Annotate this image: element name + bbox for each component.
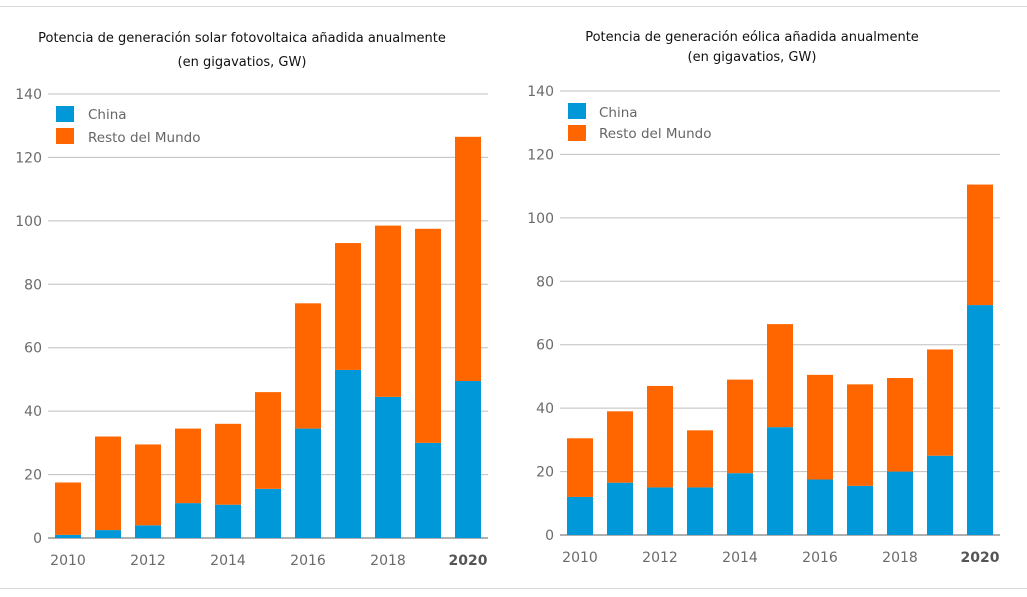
y-tick-label: 20 — [536, 465, 554, 481]
bar-rest-2015 — [767, 324, 793, 428]
x-tick-label: 2012 — [642, 550, 678, 566]
legend-label-rest: Resto del Mundo — [88, 130, 200, 146]
x-tick-label: 2016 — [802, 550, 838, 566]
x-tick-label: 2018 — [882, 550, 918, 566]
y-tick-label: 0 — [33, 531, 42, 547]
bar-rest-2012 — [135, 444, 161, 526]
bar-rest-2011 — [95, 436, 121, 531]
chart-subtitle: (en gigavatios, GW) — [178, 55, 307, 70]
y-tick-label: 40 — [536, 401, 554, 417]
x-axis-ticks: 2010 2012 2014 2016 2018 2020 — [50, 553, 488, 569]
bar-china-2012 — [647, 487, 673, 535]
bar-china-2011 — [607, 482, 633, 535]
solar-chart-panel: 0 20 40 60 80 100 120 140 2010 2012 2014 2016 2018 2… — [0, 0, 510, 597]
bar-rest-2019 — [415, 228, 441, 443]
legend-swatch-china — [56, 106, 74, 122]
x-tick-label: 2020 — [449, 553, 488, 569]
bars — [55, 136, 481, 538]
x-tick-label: 2010 — [50, 553, 86, 569]
bar-rest-2018 — [887, 378, 913, 472]
x-axis-ticks: 2010 2012 2014 2016 2018 2020 — [562, 550, 1000, 566]
x-tick-label: 2014 — [210, 553, 246, 569]
bar-rest-2020 — [967, 184, 993, 306]
bar-china-2020 — [455, 381, 481, 538]
bottom-divider — [0, 588, 1027, 589]
bar-rest-2016 — [807, 374, 833, 480]
legend-label-china: China — [88, 107, 127, 123]
bar-china-2012 — [135, 525, 161, 538]
bar-rest-2019 — [927, 349, 953, 456]
y-tick-label: 120 — [527, 147, 554, 163]
x-tick-label: 2010 — [562, 550, 598, 566]
legend-swatch-rest — [56, 128, 74, 144]
legend-label-china: China — [599, 105, 638, 121]
bar-china-2011 — [95, 530, 121, 538]
legend: China Resto del Mundo — [56, 106, 200, 146]
bar-china-2015 — [767, 427, 793, 535]
wind-chart-panel: 0 20 40 60 80 100 120 140 2010 2012 2014 2016 2018 2… — [510, 0, 1027, 597]
bar-china-2017 — [335, 369, 361, 538]
y-tick-label: 20 — [24, 468, 42, 484]
bar-china-2014 — [215, 504, 241, 538]
bar-rest-2015 — [255, 392, 281, 489]
legend: China Resto del Mundo — [568, 103, 711, 142]
y-tick-label: 120 — [15, 150, 42, 166]
bar-china-2013 — [687, 487, 713, 535]
chart-title: Potencia de generación eólica añadida an… — [585, 30, 919, 45]
bar-china-2016 — [807, 479, 833, 535]
y-tick-label: 140 — [15, 87, 42, 103]
bar-china-2018 — [375, 396, 401, 538]
bar-china-2010 — [567, 496, 593, 535]
bar-rest-2017 — [847, 384, 873, 486]
bar-china-2018 — [887, 471, 913, 535]
bar-rest-2013 — [175, 428, 201, 504]
x-tick-label: 2014 — [722, 550, 758, 566]
bar-china-2013 — [175, 503, 201, 538]
x-tick-label: 2012 — [130, 553, 166, 569]
y-tick-label: 140 — [527, 84, 554, 100]
bar-china-2020 — [967, 305, 993, 535]
bar-rest-2020 — [455, 136, 481, 382]
y-axis-ticks: 0 20 40 60 80 100 120 140 — [527, 84, 554, 544]
legend-swatch-rest — [568, 125, 586, 141]
bar-rest-2010 — [567, 438, 593, 497]
y-tick-label: 60 — [536, 338, 554, 354]
bar-rest-2014 — [215, 423, 241, 505]
bar-rest-2011 — [607, 411, 633, 483]
y-tick-label: 80 — [24, 277, 42, 293]
bar-china-2010 — [55, 534, 81, 538]
y-tick-label: 80 — [536, 274, 554, 290]
bar-rest-2012 — [647, 385, 673, 488]
chart-title: Potencia de generación solar fotovoltaic… — [38, 31, 446, 46]
bar-rest-2013 — [687, 430, 713, 488]
bar-china-2015 — [255, 488, 281, 538]
bar-rest-2018 — [375, 225, 401, 397]
bar-rest-2017 — [335, 243, 361, 370]
legend-label-rest: Resto del Mundo — [599, 126, 711, 142]
y-tick-label: 100 — [527, 211, 554, 227]
bar-china-2019 — [927, 455, 953, 535]
bar-china-2016 — [295, 428, 321, 538]
y-tick-label: 0 — [545, 528, 554, 544]
y-tick-label: 40 — [24, 404, 42, 420]
y-tick-label: 60 — [24, 341, 42, 357]
x-tick-label: 2020 — [961, 550, 1000, 566]
top-divider — [0, 6, 1027, 7]
bars — [567, 184, 993, 535]
chart-subtitle: (en gigavatios, GW) — [688, 50, 817, 65]
bar-rest-2016 — [295, 303, 321, 429]
x-tick-label: 2018 — [370, 553, 406, 569]
bar-china-2019 — [415, 442, 441, 538]
bar-rest-2014 — [727, 379, 753, 474]
y-axis-ticks: 0 20 40 60 80 100 120 140 — [15, 87, 42, 547]
y-tick-label: 100 — [15, 214, 42, 230]
bar-rest-2010 — [55, 482, 81, 535]
bar-china-2017 — [847, 485, 873, 535]
bar-china-2014 — [727, 473, 753, 535]
x-tick-label: 2016 — [290, 553, 326, 569]
legend-swatch-china — [568, 103, 586, 119]
